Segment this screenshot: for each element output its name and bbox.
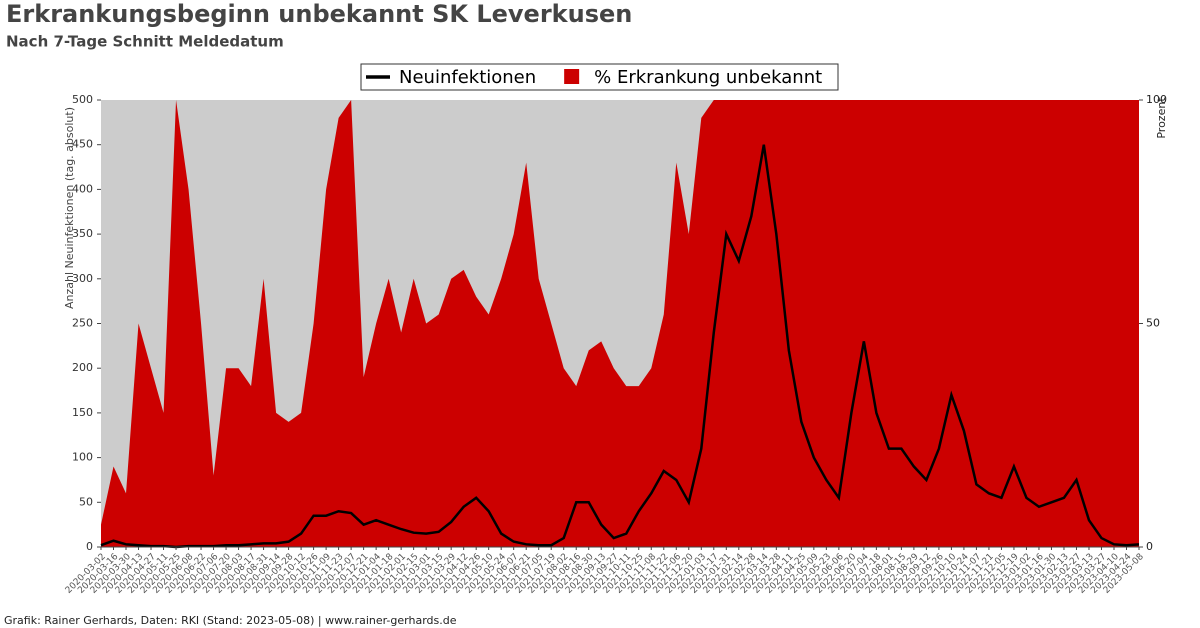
y-tick-label: 150: [72, 406, 93, 419]
line: [100, 144, 1140, 549]
legend-label: Neuinfektionen: [399, 67, 536, 88]
y-tick-label: 500: [72, 93, 93, 106]
legend-swatch: [564, 69, 580, 84]
footer: Grafik: Rainer Gerhards, Daten: RKI (Sta…: [4, 614, 457, 627]
y-tick-label: 450: [72, 138, 93, 151]
y-tick-label: 250: [72, 317, 93, 330]
y-tick-label: 200: [72, 361, 93, 374]
chart-title: Erkrankungsbeginn unbekannt SK Leverkuse…: [6, 0, 632, 28]
y-tick-label: 400: [72, 182, 93, 195]
y2-tick-label: 100: [1146, 93, 1167, 106]
legend-label: % Erkrankung unbekannt: [594, 67, 822, 88]
y2-axis-label: Prozent: [1155, 97, 1168, 139]
y-tick-label: 50: [79, 495, 93, 508]
y2-tick-label: 0: [1146, 540, 1153, 553]
y2-tick-label: 50: [1146, 317, 1160, 330]
y-axis-label: Anzahl Neuinfektionen (tag. absolut): [63, 107, 76, 309]
y-tick-label: 0: [86, 540, 93, 553]
chart-subtitle: Nach 7-Tage Schnitt Meldedatum: [6, 33, 284, 51]
y-tick-label: 100: [72, 451, 93, 464]
y-tick-label: 300: [72, 272, 93, 285]
legend: Neuinfektionen % Erkrankung unbekannt: [360, 63, 839, 91]
y-tick-label: 350: [72, 227, 93, 240]
legend-box: [360, 63, 839, 91]
area: [101, 100, 1139, 547]
